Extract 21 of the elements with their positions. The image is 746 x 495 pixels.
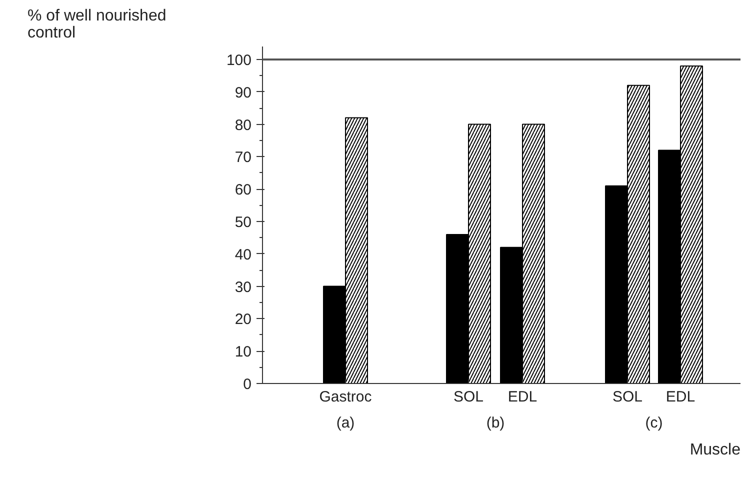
y-tick-label: 10	[234, 344, 252, 361]
y-tick-label: 70	[234, 149, 252, 166]
text: (a)	[336, 414, 355, 432]
y-tick-label: 60	[234, 182, 252, 199]
x-tick-label: EDL	[508, 388, 538, 406]
y-axis-title: % of well nourished control	[28, 8, 166, 42]
x-tick-label: EDL	[666, 388, 696, 406]
y-tick-label: 0	[243, 376, 252, 393]
y-tick-label: 40	[234, 246, 252, 264]
y-tick-label: 90	[234, 84, 252, 102]
text: (c)	[645, 414, 663, 432]
y-tick-label: 80	[234, 116, 252, 134]
x-tick-label: Gastroc	[319, 388, 372, 406]
x-tick-label: SOL	[612, 388, 643, 406]
y-tick-label: 30	[234, 278, 252, 296]
y-tick-label: 50	[234, 214, 252, 231]
x-axis-title: Muscle	[690, 442, 741, 458]
text: (b)	[486, 414, 505, 432]
x-tick-label: SOL	[453, 388, 484, 406]
y-tick-label: 100	[226, 52, 252, 69]
y-tick-label: 20	[234, 311, 252, 328]
